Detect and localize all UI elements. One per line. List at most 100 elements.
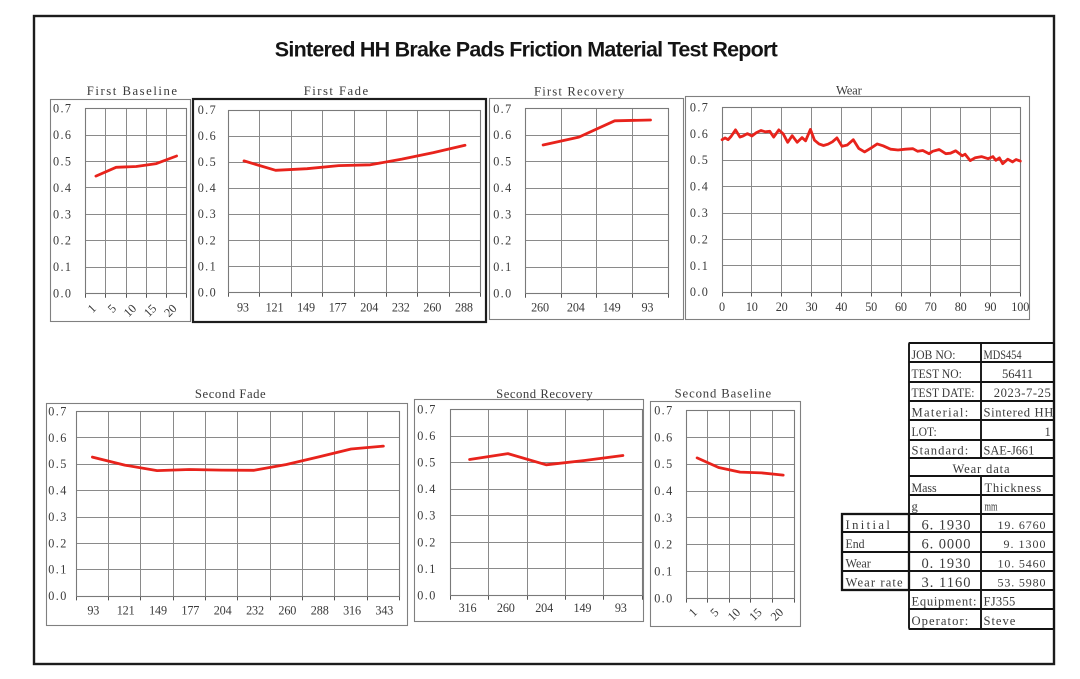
svg-text:19. 6760: 19. 6760: [998, 518, 1046, 532]
svg-text:First Fade: First Fade: [304, 84, 369, 98]
svg-text:0.6: 0.6: [417, 429, 435, 443]
svg-text:53. 5980: 53. 5980: [998, 576, 1046, 590]
svg-text:0.4: 0.4: [493, 181, 511, 195]
svg-text:0.0: 0.0: [690, 285, 708, 299]
svg-text:3. 1160: 3. 1160: [922, 575, 971, 591]
svg-text:177: 177: [329, 301, 347, 315]
svg-text:0.3: 0.3: [690, 206, 708, 220]
svg-text:0.7: 0.7: [48, 404, 66, 418]
svg-text:50: 50: [865, 300, 877, 314]
svg-text:121: 121: [266, 301, 284, 315]
svg-text:LOT:: LOT:: [912, 424, 937, 439]
svg-text:End: End: [846, 537, 865, 551]
svg-text:0.4: 0.4: [654, 484, 672, 498]
svg-text:93: 93: [237, 301, 249, 315]
svg-text:0.6: 0.6: [654, 430, 672, 444]
svg-text:149: 149: [297, 301, 315, 315]
svg-text:0.6: 0.6: [53, 128, 71, 142]
svg-text:30: 30: [806, 300, 818, 314]
svg-text:288: 288: [311, 604, 329, 618]
svg-text:260: 260: [531, 301, 549, 315]
svg-text:0.5: 0.5: [690, 153, 708, 167]
svg-text:2023-7-25: 2023-7-25: [994, 386, 1051, 400]
svg-text:0.1: 0.1: [417, 562, 435, 576]
svg-text:Sintered HH Brake Pads Frictio: Sintered HH Brake Pads Friction Material…: [275, 38, 778, 62]
svg-text:149: 149: [603, 301, 621, 315]
svg-text:0.3: 0.3: [417, 509, 435, 523]
svg-text:Second Fade: Second Fade: [195, 387, 266, 401]
svg-text:232: 232: [392, 301, 410, 315]
svg-text:0.4: 0.4: [48, 484, 66, 498]
svg-text:Wear: Wear: [836, 84, 863, 98]
svg-text:0.5: 0.5: [53, 154, 71, 168]
svg-text:0.7: 0.7: [690, 100, 708, 114]
svg-text:0.4: 0.4: [690, 180, 708, 194]
svg-text:40: 40: [835, 300, 847, 314]
svg-text:Standard:: Standard:: [912, 444, 969, 458]
svg-text:0.2: 0.2: [654, 538, 672, 552]
svg-text:60: 60: [895, 300, 907, 314]
svg-text:Wear data: Wear data: [952, 462, 1010, 476]
svg-text:0.2: 0.2: [198, 233, 216, 247]
svg-text:Thickness: Thickness: [985, 481, 1042, 495]
svg-text:0.0: 0.0: [48, 589, 66, 603]
svg-text:Second Baseline: Second Baseline: [675, 387, 772, 401]
svg-text:Second Recovery: Second Recovery: [496, 387, 593, 401]
svg-text:0.0: 0.0: [493, 287, 511, 301]
svg-text:93: 93: [615, 601, 627, 615]
svg-text:316: 316: [459, 601, 477, 615]
svg-text:0.1: 0.1: [53, 260, 71, 274]
svg-text:0.0: 0.0: [198, 285, 216, 299]
svg-text:80: 80: [955, 300, 967, 314]
svg-text:0.6: 0.6: [48, 431, 66, 445]
svg-text:100: 100: [1011, 300, 1029, 314]
svg-text:260: 260: [278, 604, 296, 618]
svg-text:0.0: 0.0: [53, 287, 71, 301]
svg-text:0.3: 0.3: [493, 207, 511, 221]
svg-text:Wear: Wear: [846, 556, 872, 570]
svg-text:0.7: 0.7: [198, 103, 216, 117]
svg-text:0.2: 0.2: [690, 232, 708, 246]
svg-text:204: 204: [567, 301, 585, 315]
svg-text:260: 260: [423, 301, 441, 315]
svg-text:0.1: 0.1: [654, 565, 672, 579]
svg-text:Wear rate: Wear rate: [846, 576, 904, 590]
svg-text:g: g: [912, 500, 919, 514]
svg-text:20: 20: [776, 300, 788, 314]
svg-text:6. 0000: 6. 0000: [922, 537, 971, 553]
svg-text:1: 1: [1045, 425, 1051, 439]
svg-text:260: 260: [497, 601, 515, 615]
svg-text:70: 70: [925, 300, 937, 314]
svg-text:149: 149: [149, 604, 167, 618]
svg-text:0.7: 0.7: [493, 102, 511, 116]
svg-text:MDS454: MDS454: [984, 349, 1022, 362]
svg-text:0.4: 0.4: [198, 181, 216, 195]
svg-text:TEST DATE:: TEST DATE:: [912, 386, 975, 401]
svg-text:0.2: 0.2: [53, 234, 71, 248]
svg-text:0.5: 0.5: [654, 457, 672, 471]
svg-text:mm: mm: [985, 500, 999, 514]
svg-text:0.3: 0.3: [198, 207, 216, 221]
svg-text:10: 10: [746, 300, 758, 314]
svg-text:Initial: Initial: [846, 518, 891, 532]
svg-text:0.6: 0.6: [493, 128, 511, 142]
svg-text:0.1: 0.1: [198, 259, 216, 273]
svg-text:121: 121: [117, 604, 135, 618]
svg-text:0: 0: [719, 300, 725, 314]
svg-text:0.0: 0.0: [654, 591, 672, 605]
svg-text:56411: 56411: [1002, 367, 1033, 381]
svg-text:0. 1930: 0. 1930: [922, 556, 971, 572]
svg-text:0.7: 0.7: [417, 402, 435, 416]
svg-text:232: 232: [246, 604, 264, 618]
svg-text:Steve: Steve: [984, 614, 1016, 628]
svg-text:93: 93: [87, 604, 99, 618]
svg-text:0.5: 0.5: [493, 155, 511, 169]
svg-text:JOB NO:: JOB NO:: [912, 347, 956, 361]
svg-text:0.3: 0.3: [53, 207, 71, 221]
svg-text:0.7: 0.7: [53, 102, 71, 116]
svg-text:0.0: 0.0: [417, 588, 435, 602]
svg-text:0.1: 0.1: [48, 563, 66, 577]
svg-text:0.4: 0.4: [53, 181, 71, 195]
svg-text:0.5: 0.5: [48, 457, 66, 471]
svg-text:Equipment:: Equipment:: [912, 595, 977, 609]
